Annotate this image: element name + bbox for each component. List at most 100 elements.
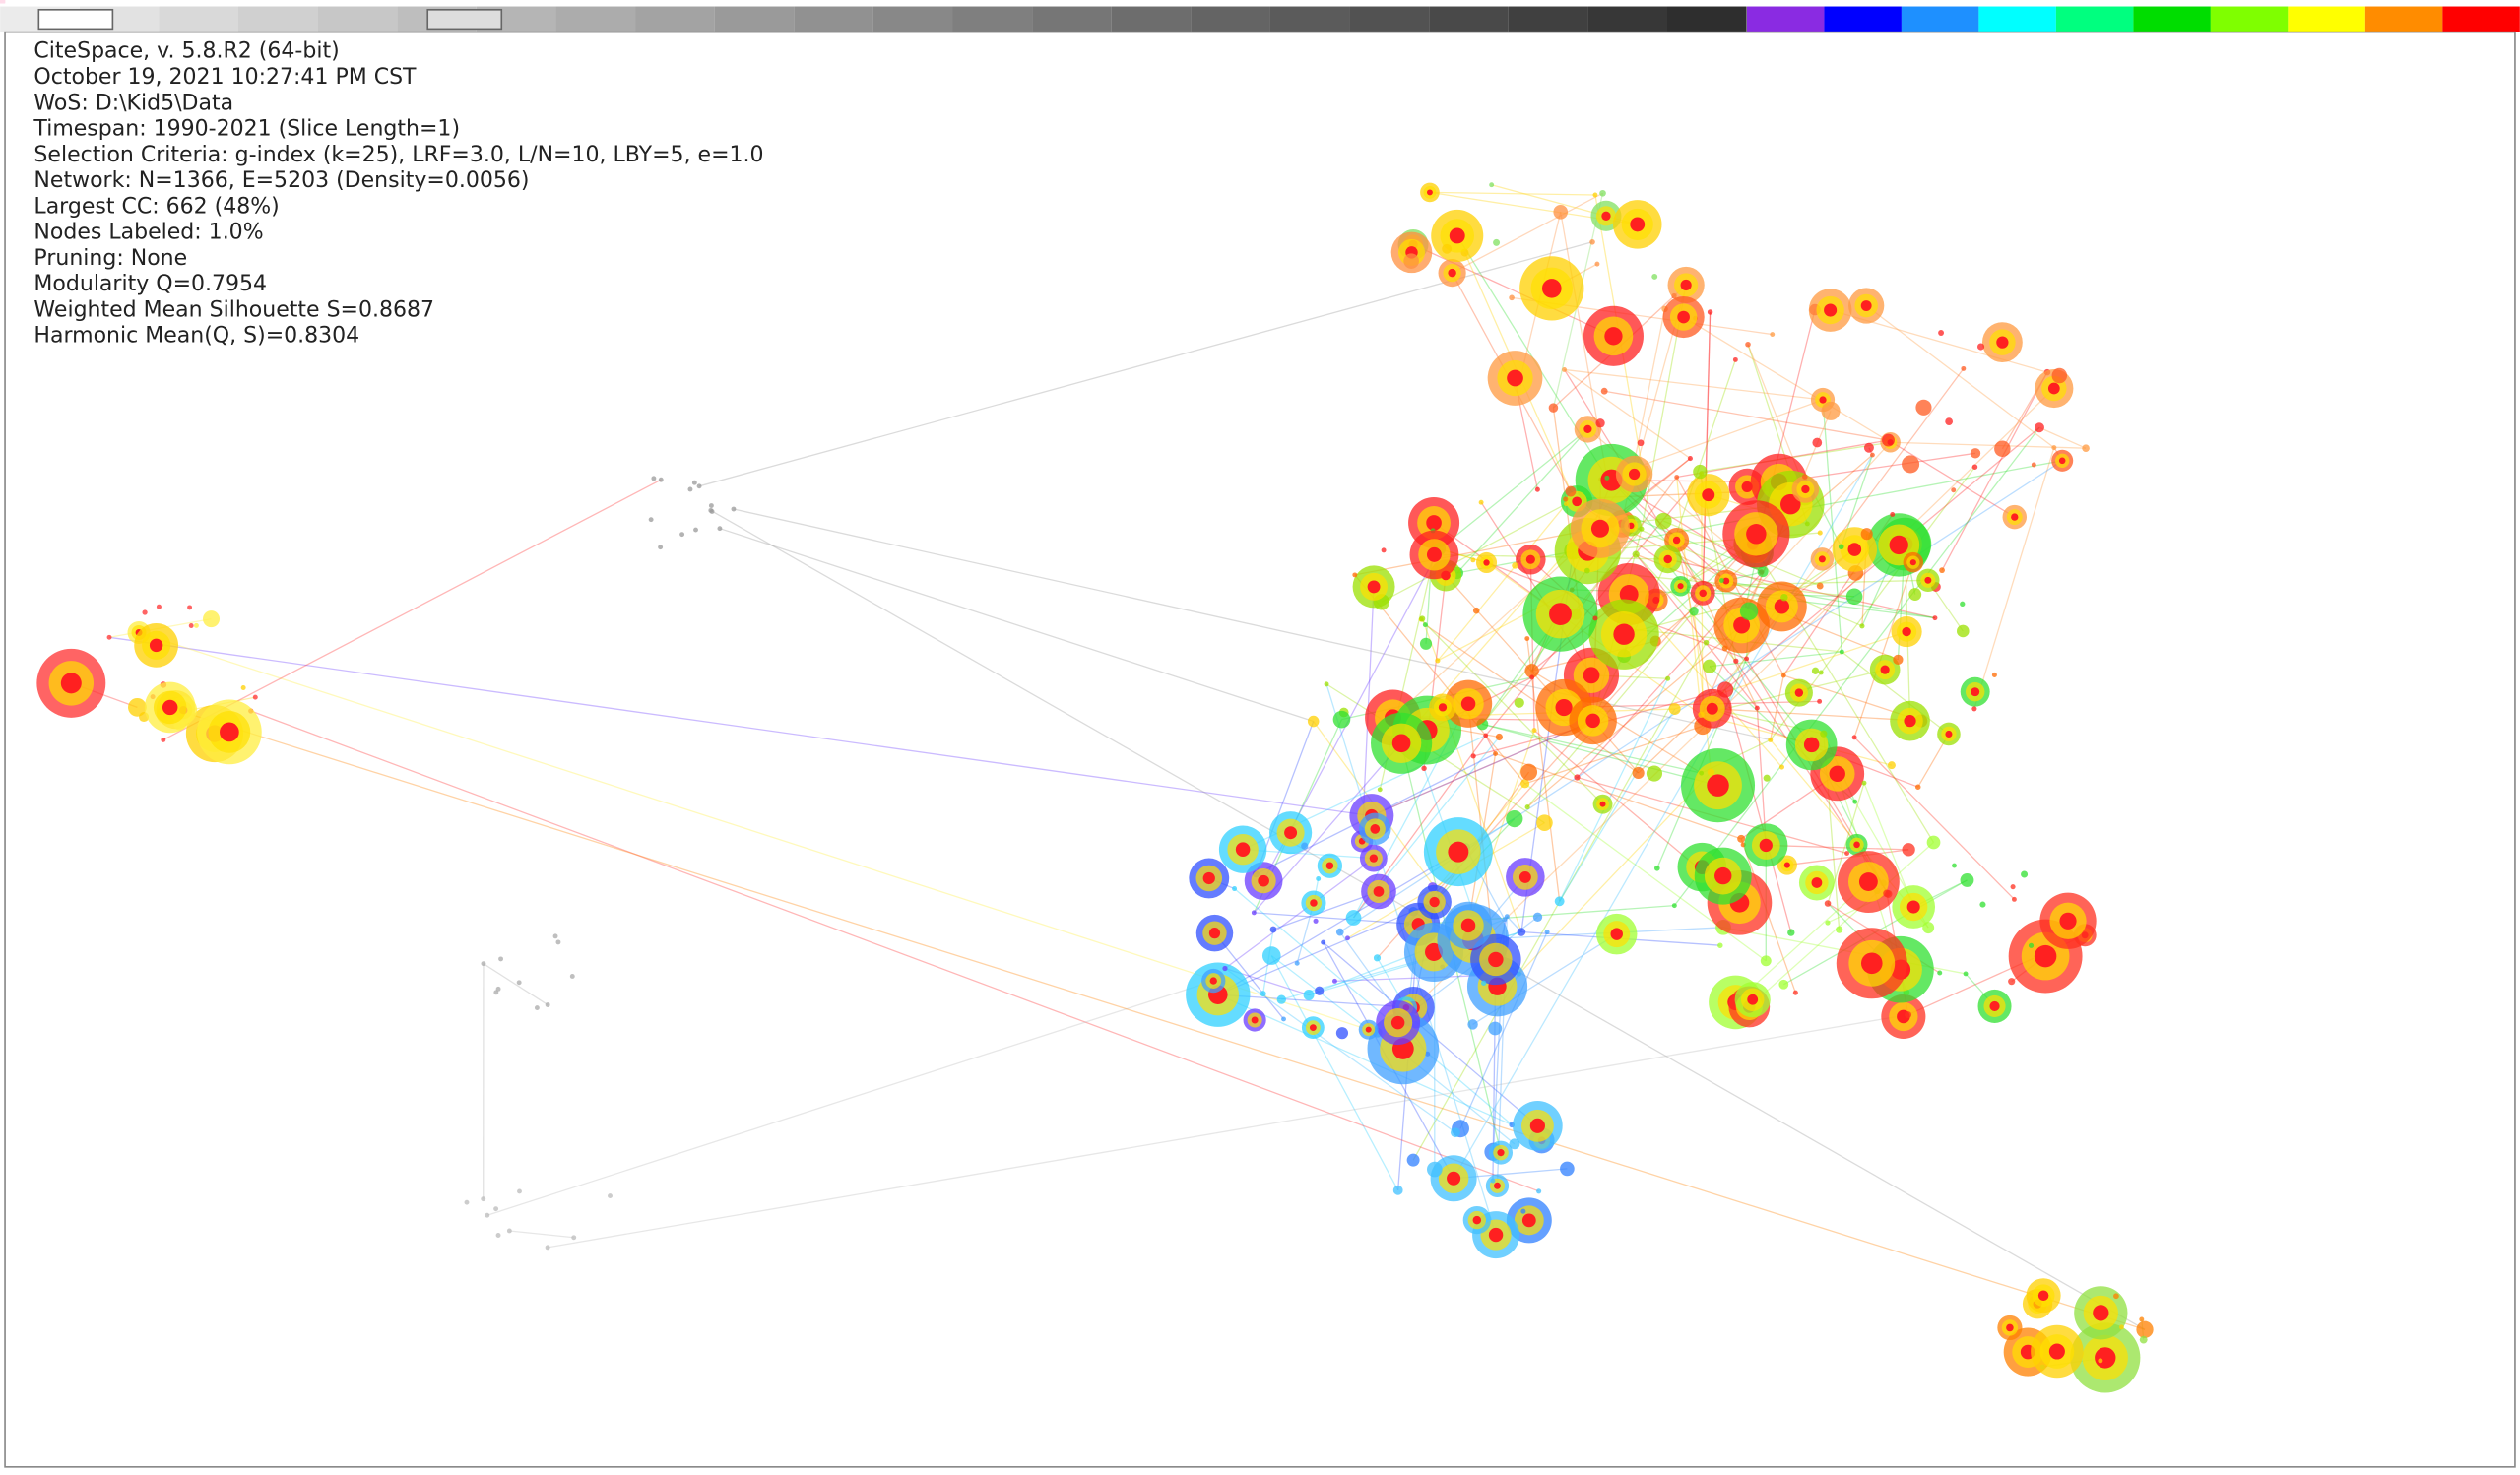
node-core bbox=[1583, 667, 1600, 684]
node bbox=[1294, 960, 1300, 966]
node bbox=[1760, 955, 1772, 967]
node bbox=[731, 506, 737, 512]
node bbox=[2028, 942, 2035, 948]
node-core bbox=[1860, 300, 1872, 311]
node bbox=[1908, 588, 1922, 602]
node bbox=[1698, 711, 1705, 718]
node bbox=[1493, 238, 1501, 246]
node bbox=[1768, 737, 1774, 742]
info-line: WoS: D:\Kid5\Data bbox=[33, 91, 233, 115]
node-core bbox=[1373, 886, 1385, 897]
node-core bbox=[1601, 211, 1611, 221]
edge bbox=[547, 1013, 1908, 1249]
edge bbox=[1559, 677, 1669, 902]
node-core bbox=[1902, 626, 1911, 637]
node-core bbox=[1677, 310, 1690, 324]
edge bbox=[1564, 368, 1691, 460]
node bbox=[1478, 499, 1484, 505]
bar-cell bbox=[2442, 6, 2520, 32]
node-core bbox=[1542, 279, 1562, 298]
edge bbox=[1667, 558, 1936, 619]
edge bbox=[1853, 561, 1914, 738]
bar-cell bbox=[1667, 6, 1747, 32]
node bbox=[1435, 658, 1441, 664]
edge bbox=[1217, 847, 1466, 995]
edge bbox=[1683, 316, 1891, 443]
node bbox=[203, 610, 221, 628]
node bbox=[693, 527, 698, 533]
edge bbox=[1821, 368, 1965, 560]
node bbox=[1534, 486, 1540, 492]
node bbox=[1991, 672, 1997, 677]
node bbox=[1524, 804, 1530, 810]
node bbox=[1553, 204, 1569, 220]
node bbox=[1820, 730, 1828, 738]
node bbox=[1816, 582, 1824, 590]
node bbox=[1222, 965, 1228, 972]
node bbox=[1732, 356, 1738, 362]
bar-cell bbox=[1032, 6, 1112, 32]
edge bbox=[1756, 708, 1767, 846]
node-core bbox=[1909, 559, 1916, 566]
labels: CiteSpace, v. 5.8.R2 (64-bit)October 19,… bbox=[0, 0, 764, 349]
node-core bbox=[1733, 616, 1751, 634]
node-core bbox=[2034, 944, 2057, 968]
node-core bbox=[1714, 866, 1732, 885]
node bbox=[1839, 649, 1844, 655]
node-core bbox=[1488, 951, 1504, 968]
node-core bbox=[1488, 1227, 1504, 1243]
node bbox=[1480, 980, 1487, 986]
node bbox=[493, 990, 499, 995]
node-core bbox=[1448, 268, 1456, 278]
edge bbox=[1467, 730, 1535, 927]
bar-cell bbox=[1901, 6, 1979, 32]
node bbox=[1574, 774, 1581, 781]
node bbox=[2011, 896, 2017, 902]
edge bbox=[1270, 955, 1399, 1191]
node bbox=[1472, 607, 1480, 614]
node-core bbox=[1904, 715, 1916, 728]
node bbox=[1817, 698, 1823, 704]
node bbox=[485, 1212, 490, 1218]
edge bbox=[1700, 441, 1891, 473]
node bbox=[1646, 765, 1663, 782]
node bbox=[1963, 971, 1969, 977]
node bbox=[1512, 562, 1518, 569]
node-core bbox=[1447, 1171, 1461, 1186]
edge bbox=[1724, 689, 1792, 933]
node-core bbox=[1630, 217, 1646, 232]
node bbox=[1863, 442, 1874, 453]
node-core bbox=[1779, 493, 1801, 515]
edge bbox=[1459, 931, 1548, 1129]
node bbox=[651, 476, 657, 481]
node-core bbox=[1819, 396, 1827, 404]
node bbox=[1836, 926, 1843, 933]
edge bbox=[162, 479, 662, 740]
node bbox=[1467, 1019, 1478, 1030]
node bbox=[1632, 766, 1645, 780]
node bbox=[1506, 809, 1523, 828]
node bbox=[1890, 512, 1896, 517]
edge bbox=[1676, 477, 1703, 715]
node bbox=[1902, 843, 1915, 857]
node bbox=[1331, 978, 1337, 984]
edge bbox=[1786, 849, 1909, 866]
node bbox=[1778, 979, 1789, 990]
bar-cell bbox=[1978, 6, 2056, 32]
node-core bbox=[1818, 555, 1826, 563]
node bbox=[1232, 886, 1238, 892]
node bbox=[1922, 922, 1935, 934]
edge bbox=[1702, 311, 1712, 594]
node bbox=[1345, 935, 1350, 941]
node bbox=[498, 956, 504, 962]
node bbox=[1976, 343, 1985, 351]
edge bbox=[1559, 708, 1676, 902]
node bbox=[2139, 1335, 2148, 1344]
info-line: October 19, 2021 10:27:41 PM CST bbox=[33, 65, 417, 90]
node bbox=[1377, 787, 1383, 793]
node-core bbox=[1996, 336, 2009, 349]
node-core bbox=[1599, 801, 1606, 807]
node-core bbox=[1680, 279, 1692, 291]
node bbox=[1324, 681, 1329, 687]
bar-cell bbox=[2364, 6, 2443, 32]
